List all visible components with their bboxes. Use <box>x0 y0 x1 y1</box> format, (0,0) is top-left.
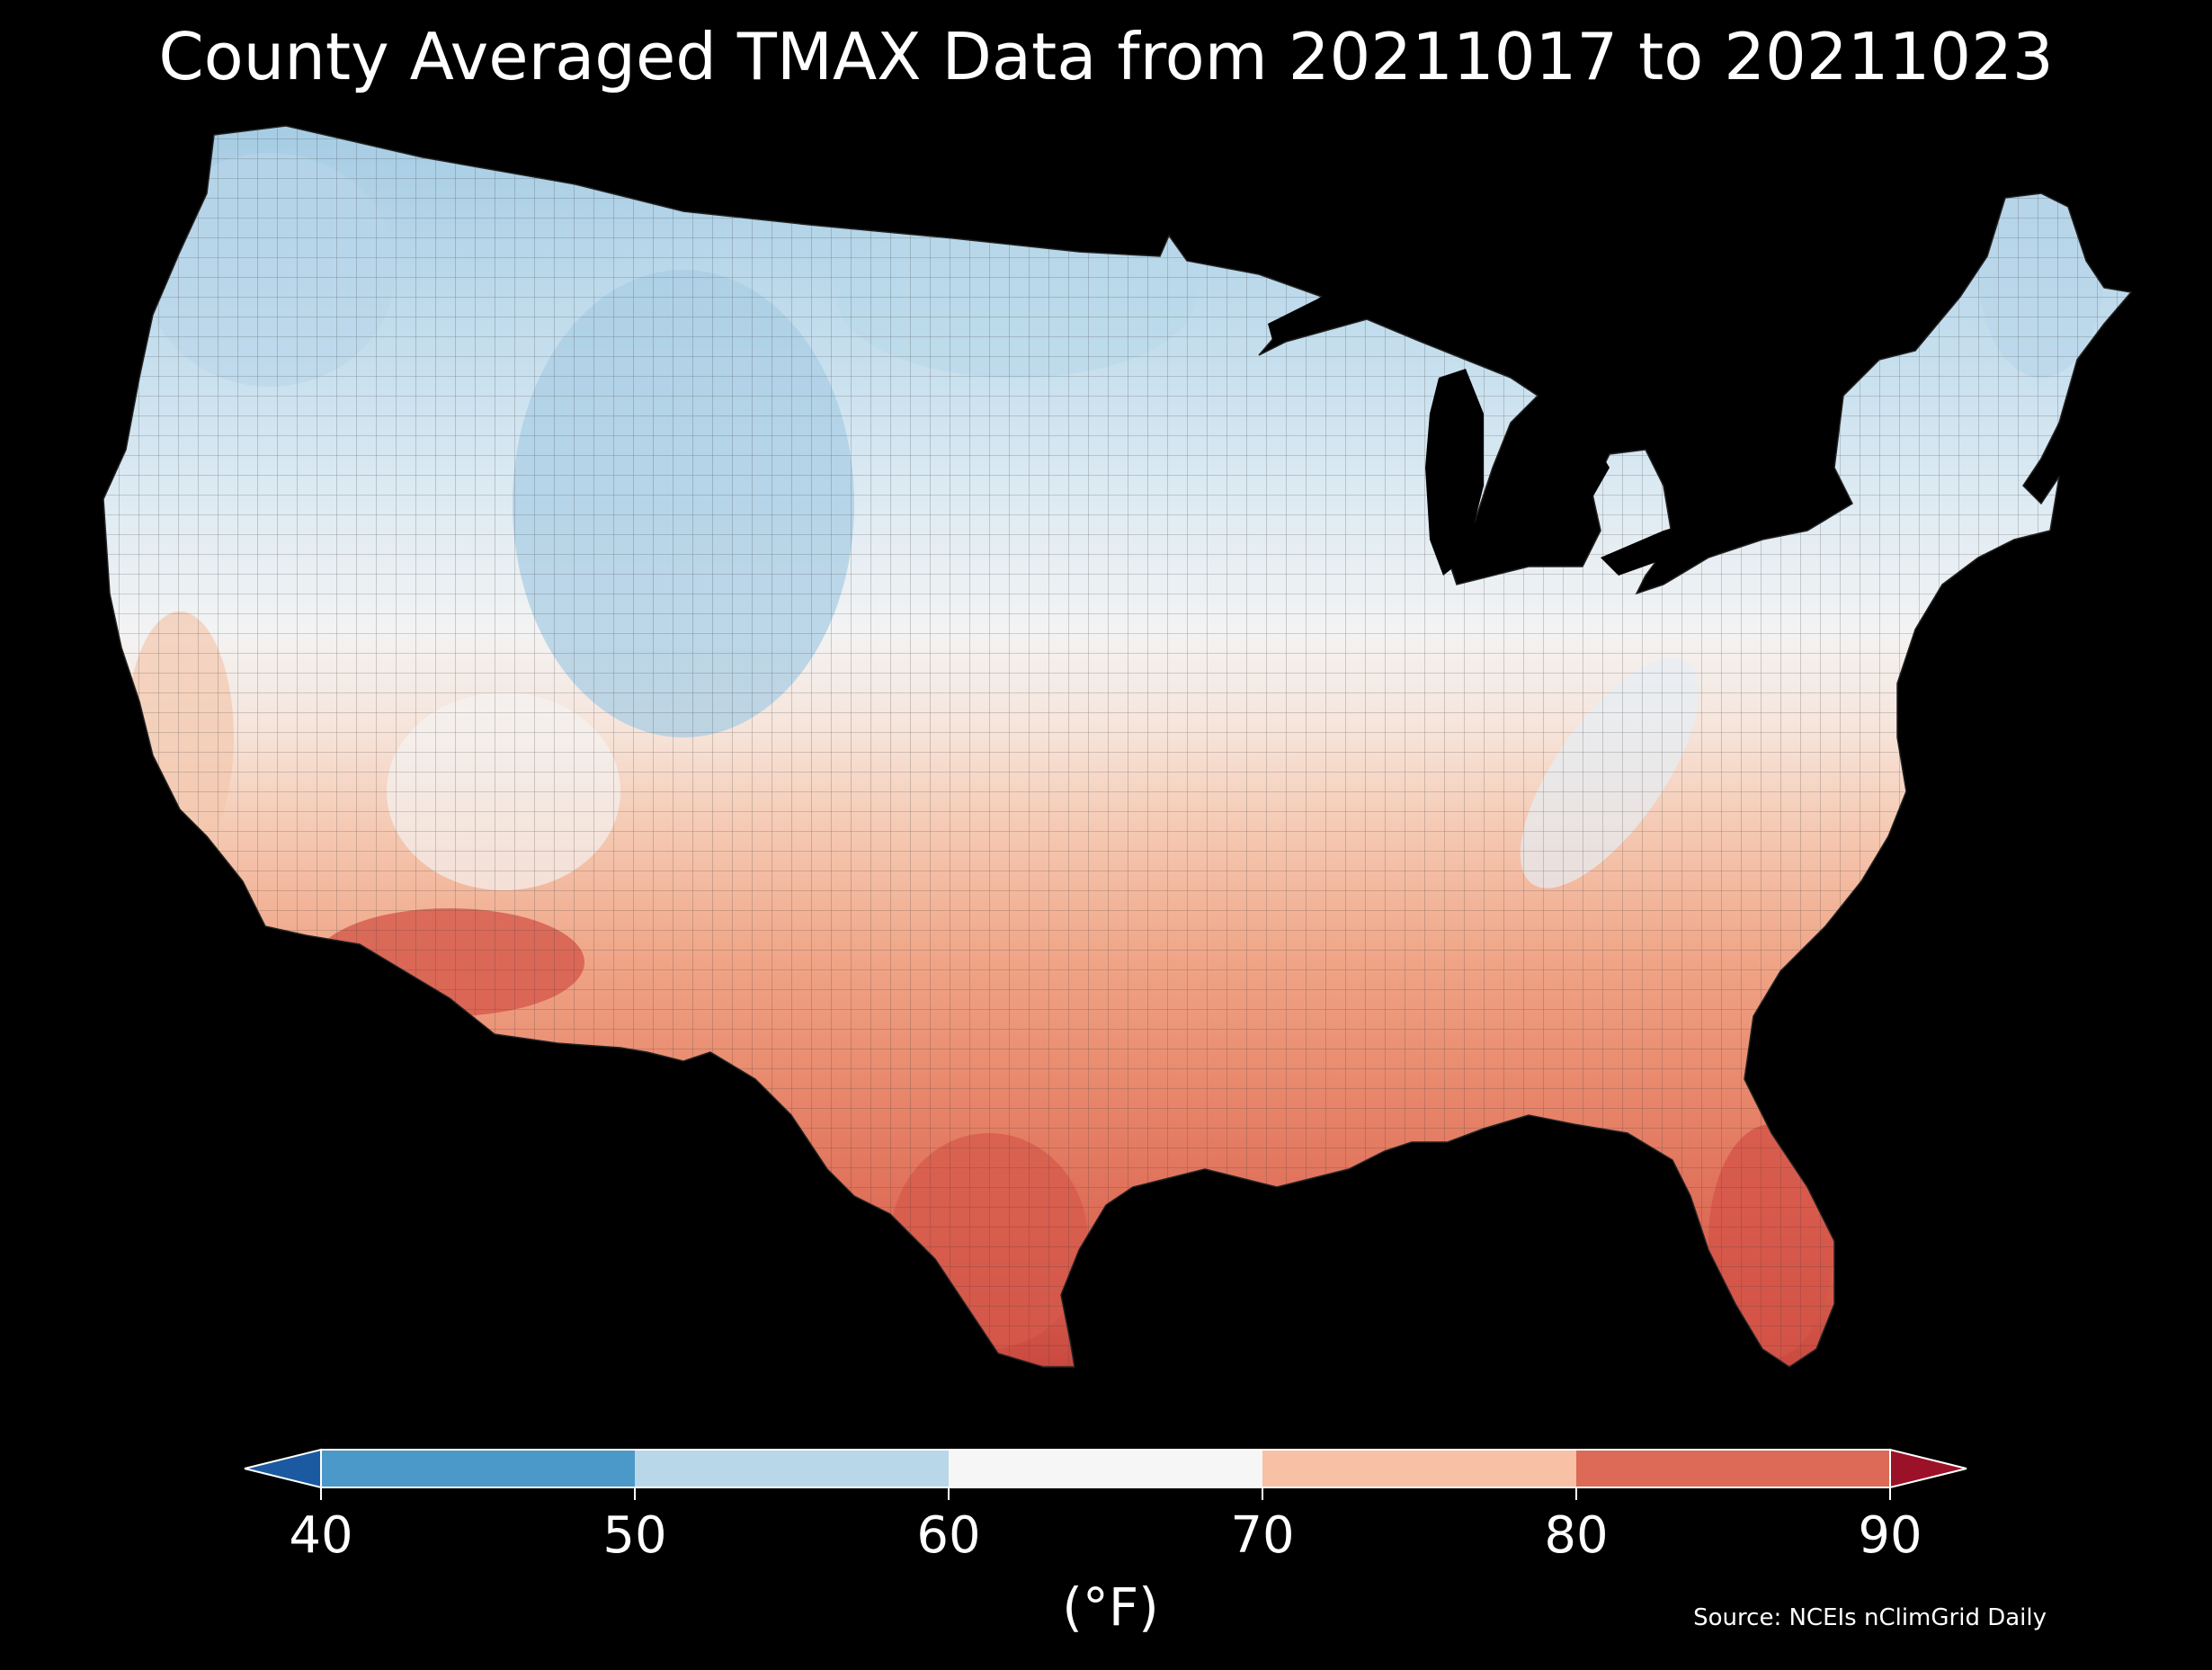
colorbar-over-arrow <box>1889 1448 1967 1489</box>
colorbar-under-arrow <box>244 1448 322 1489</box>
colorbar-tick-label: 80 <box>1544 1506 1609 1565</box>
colorbar-tick-label: 50 <box>602 1506 667 1565</box>
great-lakes <box>1268 270 1843 576</box>
lake-ontario <box>1762 490 1843 517</box>
lake-superior <box>1268 270 1385 340</box>
colorbar-bin-2 <box>949 1450 1262 1487</box>
lake-huron <box>1547 414 1610 499</box>
colorbar-tick-label: 90 <box>1858 1506 1922 1565</box>
colorbar-bin-0 <box>321 1450 635 1487</box>
colorbar-tick-label: 60 <box>916 1506 981 1565</box>
colorbar-tick-label: 40 <box>289 1506 353 1565</box>
colorbar-bin-1 <box>635 1450 949 1487</box>
colorbar-bin-3 <box>1262 1450 1576 1487</box>
colorbar-unit-label: (°F) <box>1062 1576 1159 1638</box>
map-title: County Averaged TMAX Data from 20211017 … <box>158 19 2054 94</box>
source-credit: Source: NCEIs nClimGrid Daily <box>1693 1604 2047 1631</box>
colorbar-tick-label: 70 <box>1230 1506 1295 1565</box>
colorbar-bin-4 <box>1576 1450 1890 1487</box>
colorbar-outline <box>320 1449 1891 1488</box>
lake-michigan <box>1425 369 1484 576</box>
lake-erie <box>1601 517 1717 576</box>
